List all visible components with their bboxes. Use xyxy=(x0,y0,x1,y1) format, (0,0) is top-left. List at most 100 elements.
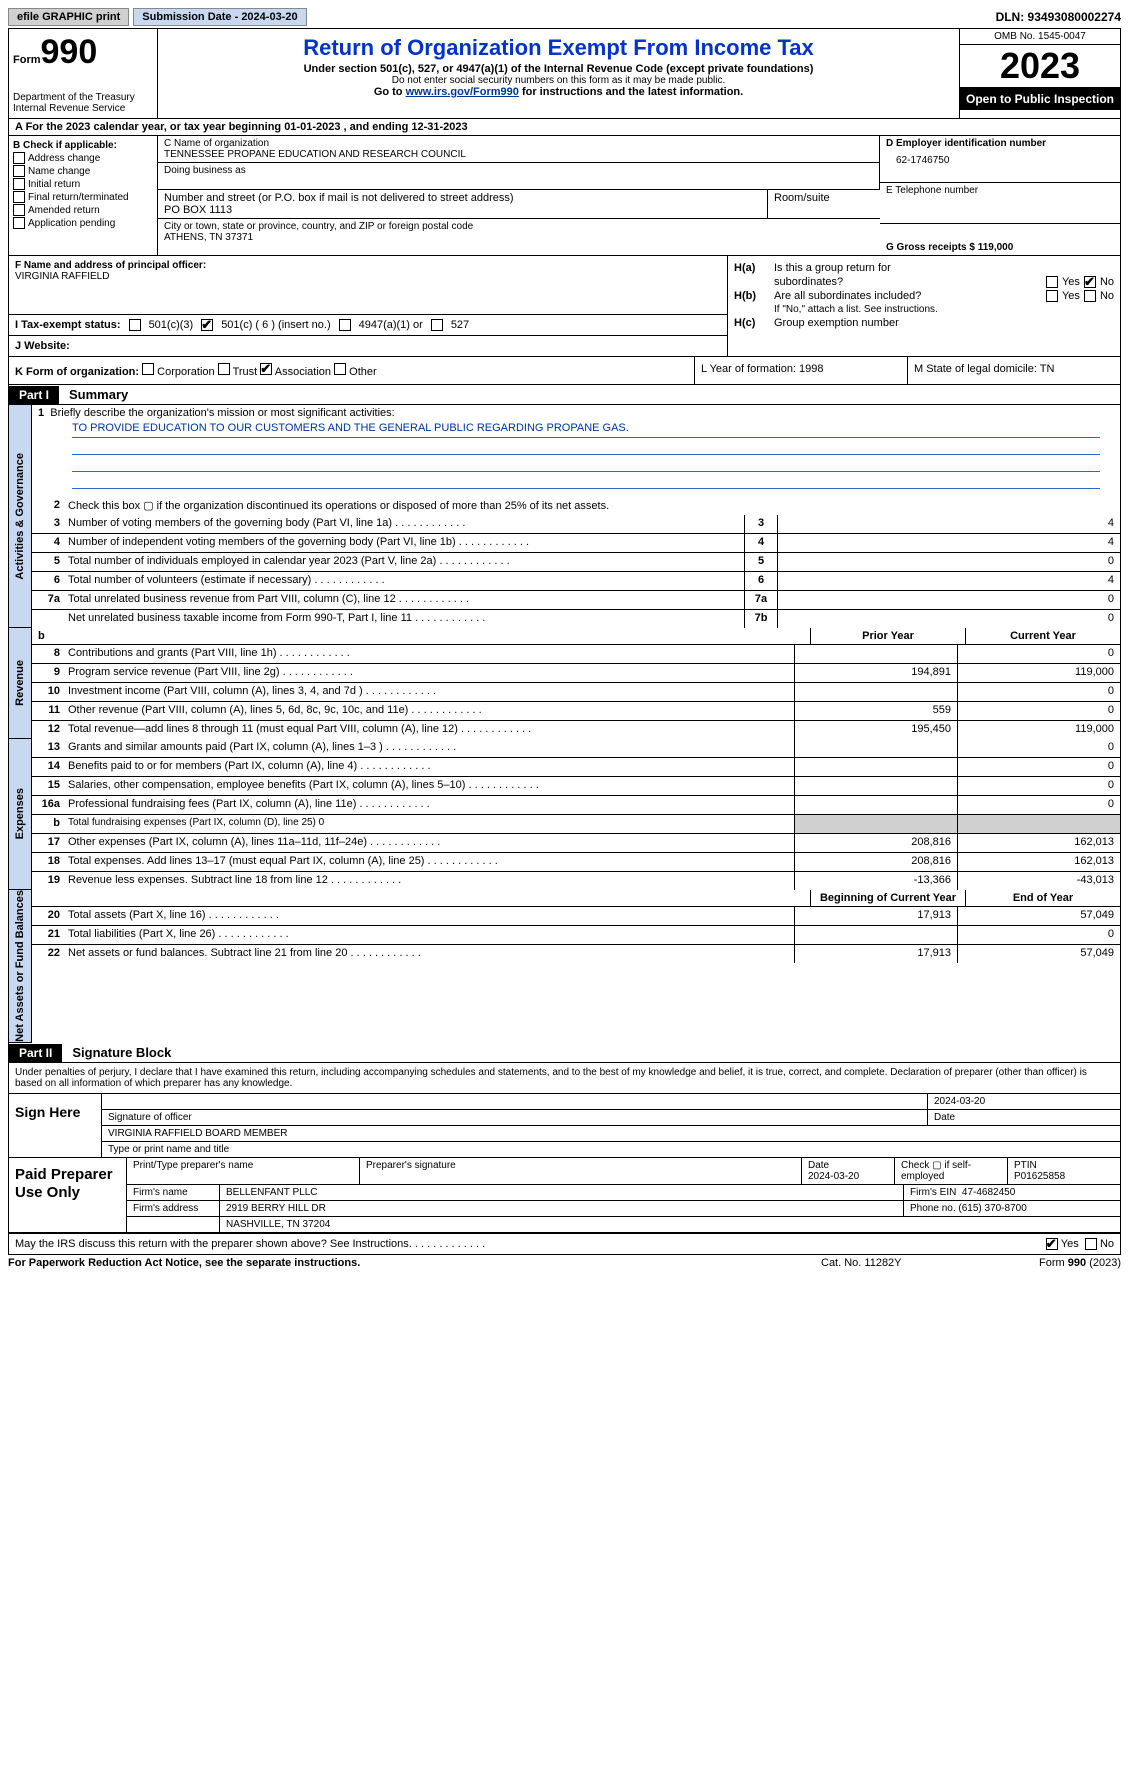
section-fh: F Name and address of principal officer:… xyxy=(9,256,1120,357)
chk-final[interactable] xyxy=(13,191,25,203)
section-bcd: B Check if applicable: Address change Na… xyxy=(9,136,1120,256)
line-8: 8Contributions and grants (Part VIII, li… xyxy=(32,645,1120,664)
chk-527[interactable] xyxy=(431,319,443,331)
officer-name-lab: Type or print name and title xyxy=(102,1142,1120,1157)
footer: For Paperwork Reduction Act Notice, see … xyxy=(8,1255,1121,1269)
vtab-na: Net Assets or Fund Balances xyxy=(14,890,26,1042)
line-3: 3Number of voting members of the governi… xyxy=(32,515,1120,534)
end-year-hdr: End of Year xyxy=(965,890,1120,906)
line-21: 21Total liabilities (Part X, line 26)0 xyxy=(32,926,1120,945)
c-name: TENNESSEE PROPANE EDUCATION AND RESEARCH… xyxy=(164,149,873,160)
discuss-row: May the IRS discuss this return with the… xyxy=(9,1234,1120,1254)
header: Form990 Department of the Treasury Inter… xyxy=(9,29,1120,119)
chk-initial[interactable] xyxy=(13,178,25,190)
line-17: 17Other expenses (Part IX, column (A), l… xyxy=(32,834,1120,853)
form-number: Form990 xyxy=(13,33,153,72)
sign-date: 2024-03-20 xyxy=(928,1094,1120,1109)
k-trust[interactable] xyxy=(218,363,230,375)
m-state: M State of legal domicile: TN xyxy=(908,357,1120,384)
chk-amended[interactable] xyxy=(13,204,25,216)
ha-no[interactable] xyxy=(1084,276,1096,288)
line-18: 18Total expenses. Add lines 13–17 (must … xyxy=(32,853,1120,872)
perjury-text: Under penalties of perjury, I declare th… xyxy=(9,1063,1120,1094)
k-other[interactable] xyxy=(334,363,346,375)
subtitle-1: Under section 501(c), 527, or 4947(a)(1)… xyxy=(162,63,955,75)
line-7b: Net unrelated business taxable income fr… xyxy=(32,610,1120,628)
begin-year-hdr: Beginning of Current Year xyxy=(810,890,965,906)
line-11: 11Other revenue (Part VIII, column (A), … xyxy=(32,702,1120,721)
line-22: 22Net assets or fund balances. Subtract … xyxy=(32,945,1120,963)
col-b: B Check if applicable: Address change Na… xyxy=(9,136,158,255)
mission-text: TO PROVIDE EDUCATION TO OUR CUSTOMERS AN… xyxy=(72,422,1100,438)
open-inspection: Open to Public Inspection xyxy=(960,88,1120,110)
k-assoc[interactable] xyxy=(260,363,272,375)
col-d: D Employer identification number 62-1746… xyxy=(880,136,1120,255)
governance-block: Activities & Governance 1 Briefly descri… xyxy=(9,405,1120,628)
f-val: VIRGINIA RAFFIELD xyxy=(15,271,109,282)
d-val: 62-1746750 xyxy=(896,155,1114,166)
efile-btn[interactable]: efile GRAPHIC print xyxy=(8,8,129,26)
line-b: bTotal fundraising expenses (Part IX, co… xyxy=(32,815,1120,834)
current-year-hdr: Current Year xyxy=(965,628,1120,644)
submission-date: Submission Date - 2024-03-20 xyxy=(133,8,306,26)
expenses-block: Expenses 13Grants and similar amounts pa… xyxy=(9,739,1120,890)
line-9: 9Program service revenue (Part VIII, lin… xyxy=(32,664,1120,683)
subtitle-2: Do not enter social security numbers on … xyxy=(162,75,955,86)
chk-501c3[interactable] xyxy=(129,319,141,331)
sig-officer-lab: Signature of officer xyxy=(102,1110,928,1125)
part-ii-hdr: Part IISignature Block xyxy=(9,1043,1120,1063)
sign-block: Sign Here 2024-03-20 Signature of office… xyxy=(9,1094,1120,1158)
line-14: 14Benefits paid to or for members (Part … xyxy=(32,758,1120,777)
topbar: efile GRAPHIC print Submission Date - 20… xyxy=(8,8,1121,26)
chk-501c[interactable] xyxy=(201,319,213,331)
line-13: 13Grants and similar amounts paid (Part … xyxy=(32,739,1120,758)
vtab-gov: Activities & Governance xyxy=(14,453,26,580)
line-5: 5Total number of individuals employed in… xyxy=(32,553,1120,572)
row-klm: K Form of organization: Corporation Trus… xyxy=(9,357,1120,385)
line-10: 10Investment income (Part VIII, column (… xyxy=(32,683,1120,702)
line-12: 12Total revenue—add lines 8 through 11 (… xyxy=(32,721,1120,739)
vtab-rev: Revenue xyxy=(14,660,26,706)
c-city-lab: City or town, state or province, country… xyxy=(164,221,874,232)
line-16a: 16aProfessional fundraising fees (Part I… xyxy=(32,796,1120,815)
d-lab: D Employer identification number xyxy=(886,138,1114,149)
f-lab: F Name and address of principal officer: xyxy=(15,260,206,271)
irs: Internal Revenue Service xyxy=(13,103,153,114)
discuss-no[interactable] xyxy=(1085,1238,1097,1250)
form-container: Form990 Department of the Treasury Inter… xyxy=(8,28,1121,1255)
line-20: 20Total assets (Part X, line 16)17,91357… xyxy=(32,907,1120,926)
discuss-yes[interactable] xyxy=(1046,1238,1058,1250)
hb-no[interactable] xyxy=(1084,290,1096,302)
line-19: 19Revenue less expenses. Subtract line 1… xyxy=(32,872,1120,890)
line-7a: 7aTotal unrelated business revenue from … xyxy=(32,591,1120,610)
c-room-lab: Room/suite xyxy=(768,190,880,218)
c-city: ATHENS, TN 37371 xyxy=(164,232,874,243)
row-a: A For the 2023 calendar year, or tax yea… xyxy=(9,119,1120,136)
line-2: 2Check this box ▢ if the organization di… xyxy=(32,497,1120,515)
irs-link[interactable]: www.irs.gov/Form990 xyxy=(406,86,519,98)
ha-yes[interactable] xyxy=(1046,276,1058,288)
chk-address[interactable] xyxy=(13,152,25,164)
form-title: Return of Organization Exempt From Incom… xyxy=(162,35,955,61)
c-name-lab: C Name of organization xyxy=(164,138,873,149)
c-street-lab: Number and street (or P.O. box if mail i… xyxy=(164,192,761,204)
b-header: B Check if applicable: xyxy=(13,140,153,151)
hb-yes[interactable] xyxy=(1046,290,1058,302)
chk-4947[interactable] xyxy=(339,319,351,331)
sig-date-lab: Date xyxy=(928,1110,1120,1125)
chk-name[interactable] xyxy=(13,165,25,177)
g-lab: G Gross receipts $ 119,000 xyxy=(886,242,1114,253)
dept: Department of the Treasury xyxy=(13,92,153,103)
l-year: L Year of formation: 1998 xyxy=(695,357,908,384)
line-15: 15Salaries, other compensation, employee… xyxy=(32,777,1120,796)
vtab-exp: Expenses xyxy=(14,788,26,839)
omb: OMB No. 1545-0047 xyxy=(960,29,1120,45)
subtitle-3: Go to www.irs.gov/Form990 for instructio… xyxy=(162,86,955,98)
e-lab: E Telephone number xyxy=(886,185,1114,196)
k-corp[interactable] xyxy=(142,363,154,375)
revenue-block: Revenue b Prior Year Current Year 8Contr… xyxy=(9,628,1120,739)
officer-name: VIRGINIA RAFFIELD BOARD MEMBER xyxy=(102,1126,1120,1141)
line-4: 4Number of independent voting members of… xyxy=(32,534,1120,553)
chk-pending[interactable] xyxy=(13,217,25,229)
row-j: J Website: xyxy=(9,336,727,356)
